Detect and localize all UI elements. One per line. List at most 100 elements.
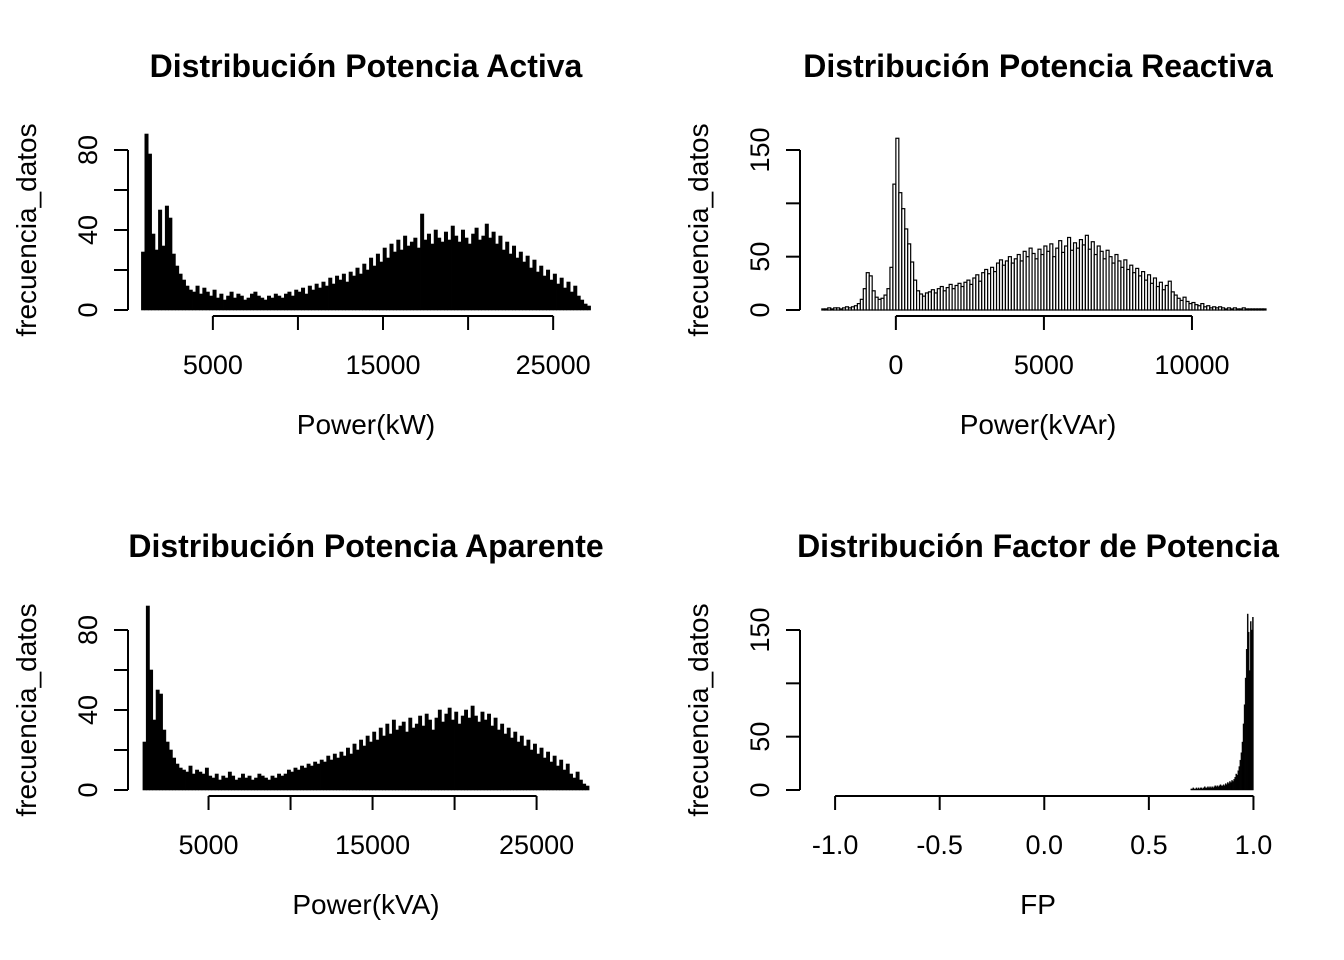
histogram-bar	[580, 299, 585, 311]
histogram-bar	[204, 767, 209, 791]
histogram-bar	[382, 735, 386, 791]
histogram-bar	[161, 245, 166, 311]
histogram-bar	[162, 729, 167, 791]
histogram-bar	[519, 735, 524, 791]
x-tick-label: 0	[888, 350, 903, 380]
histogram-bar	[512, 245, 517, 311]
histogram-bar	[256, 295, 261, 311]
histogram-bar	[294, 289, 299, 311]
histogram-bar	[185, 285, 190, 311]
histogram-bar	[328, 277, 333, 311]
histogram-bar	[171, 253, 176, 311]
histogram-bar	[175, 763, 180, 791]
histogram-bar	[440, 241, 445, 311]
histogram-bar	[319, 759, 324, 791]
histogram-bar	[149, 669, 154, 791]
histogram-bar	[477, 721, 482, 791]
histogram-bar	[304, 293, 309, 311]
histogram-bar	[447, 707, 452, 791]
y-axis-title: frecuencia_datos	[11, 603, 42, 816]
histogram-bar	[406, 245, 411, 311]
histogram-bar	[454, 235, 459, 311]
histogram-bar	[219, 293, 224, 311]
histogram-bar	[529, 749, 534, 791]
histogram-bars	[821, 137, 1267, 311]
histogram-bar	[290, 771, 295, 791]
histogram-bar	[518, 251, 523, 311]
histogram-bar	[280, 297, 285, 311]
panel-potencia-reactiva: Distribución Potencia Reactiva frecuenci…	[672, 0, 1344, 480]
histogram-bar	[352, 743, 357, 791]
histogram-bar	[501, 249, 506, 311]
histogram-bar	[450, 225, 455, 311]
histogram-bar	[188, 289, 193, 311]
histogram-bar	[513, 731, 518, 791]
histogram-bar	[250, 293, 255, 311]
histogram-bar	[227, 771, 232, 791]
histogram-bar	[532, 259, 537, 311]
histogram-bar	[324, 285, 329, 311]
histogram-bar	[267, 295, 272, 311]
histogram-bar	[431, 729, 436, 791]
histogram-bar	[297, 291, 302, 311]
histogram-bar	[418, 715, 423, 791]
histogram-bar	[533, 743, 537, 791]
y-tick-label: 80	[73, 135, 103, 165]
y-tick-label: 0	[73, 782, 103, 797]
histogram-bar	[525, 255, 530, 311]
histogram-bar	[250, 779, 255, 791]
histogram-bar	[559, 759, 564, 791]
histogram-bar	[198, 293, 203, 311]
histogram-bar	[211, 777, 216, 791]
y-tick-label: 40	[73, 215, 103, 245]
histogram-bar	[470, 705, 475, 791]
histogram-bar	[411, 727, 416, 791]
x-tick-label: 1.0	[1235, 830, 1273, 860]
histogram-bar	[218, 779, 222, 791]
histogram-bar	[378, 727, 383, 791]
histogram-bar	[389, 243, 394, 311]
histogram-bar	[493, 717, 498, 791]
histogram-bar	[491, 231, 496, 311]
histogram-bar	[483, 719, 488, 791]
histogram-bar	[326, 755, 331, 791]
histogram-bar	[168, 217, 173, 311]
histogram-bar	[391, 719, 396, 791]
histogram-bar	[243, 299, 248, 311]
histogram-bar	[382, 247, 387, 311]
histogram-bar	[323, 761, 327, 791]
histogram-bar	[318, 287, 323, 311]
histogram-bar	[529, 267, 534, 311]
histogram-bar	[296, 769, 301, 791]
histogram-bar	[563, 287, 568, 311]
histogram-bar	[464, 237, 469, 311]
histogram-bar	[403, 235, 408, 311]
histogram-bar	[365, 735, 370, 791]
histogram-bar	[575, 771, 580, 791]
x-tick-label: 10000	[1154, 350, 1229, 380]
histogram-bar	[283, 773, 288, 791]
y-tick-label: 0	[73, 302, 103, 317]
histogram-bar	[542, 757, 547, 791]
histogram-bar	[215, 297, 220, 311]
histogram-bar	[202, 287, 207, 311]
histogram-bar	[484, 223, 489, 311]
histogram-bar	[331, 283, 336, 311]
histogram-bar	[188, 765, 193, 791]
x-tick-label: 15000	[345, 350, 420, 380]
histogram-bar	[313, 761, 318, 791]
histogram-bar	[145, 605, 150, 791]
histogram-bar	[379, 261, 384, 311]
histogram-bar	[428, 719, 432, 791]
histogram-bar	[147, 153, 152, 311]
histogram-bar	[226, 295, 231, 311]
y-axis-title: frecuencia_datos	[11, 123, 42, 336]
histogram-bar	[500, 723, 505, 791]
chart-title: Distribución Potencia Activa	[150, 48, 583, 84]
histogram-bar	[565, 763, 570, 791]
histogram-bar	[329, 759, 334, 791]
histogram-bar	[473, 715, 478, 791]
histogram-bar	[286, 769, 291, 791]
histogram-bar	[254, 777, 259, 791]
histogram-bar	[569, 773, 573, 791]
